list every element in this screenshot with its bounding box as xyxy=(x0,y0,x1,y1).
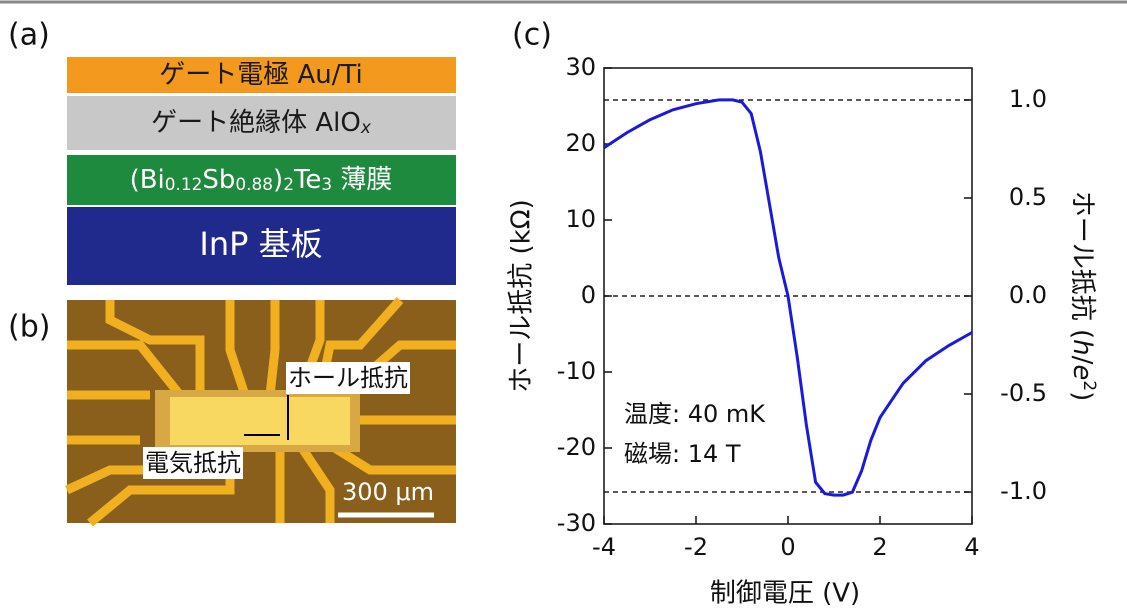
x-tick-label: 4 xyxy=(964,533,979,561)
label-part: InP 基板 xyxy=(199,225,322,263)
label-part: x xyxy=(360,117,372,137)
y-axis-label: ホール抵抗 (kΩ) xyxy=(507,199,537,392)
y2-axis-label: ホール抵抗 (h/e2) xyxy=(1068,191,1100,402)
figure: (a) (b) (c) ホール抵抗 電気抵抗 300 μm 制御電圧 (V) ホ… xyxy=(0,0,1127,613)
layer-label: ゲート電極 Au/Ti xyxy=(159,60,363,90)
x-tick-label: -2 xyxy=(684,533,708,561)
label-part: ゲート絶縁体 AlO xyxy=(151,108,361,138)
label-part: 0.12 xyxy=(165,174,203,194)
y-tick-label: 0 xyxy=(581,281,596,309)
y2-tick-label: 1.0 xyxy=(1009,85,1047,113)
label-part: Sb xyxy=(202,165,235,195)
data-line xyxy=(604,100,972,495)
y2-tick-label: -0.5 xyxy=(1000,379,1047,407)
label-part: ) xyxy=(1068,391,1098,401)
resistance-label: 電気抵抗 xyxy=(145,449,241,477)
y2-tick-label: 0.0 xyxy=(1009,281,1047,309)
y-tick-label: -10 xyxy=(557,357,596,385)
panel-label: (c) xyxy=(512,18,552,53)
x-tick-label: 0 xyxy=(780,533,795,561)
x-tick-label: -4 xyxy=(592,533,616,561)
label-part: ゲート電極 Au/Ti xyxy=(159,60,363,90)
label-part: h xyxy=(1068,339,1098,355)
panel-label: (b) xyxy=(8,310,50,345)
label-part: ホール抵抗 ( xyxy=(1068,191,1098,339)
hall-label: ホール抵抗 xyxy=(288,364,408,392)
label-part: 0.88 xyxy=(235,174,273,194)
label-part: 2 xyxy=(1080,380,1100,391)
y-tick-label: 10 xyxy=(565,205,596,233)
scale-label: 300 μm xyxy=(342,478,434,506)
y-tick-label: 20 xyxy=(565,129,596,157)
layer-label: InP 基板 xyxy=(199,225,322,263)
y-tick-label: -30 xyxy=(557,509,596,537)
label-part: Te xyxy=(293,165,321,195)
label-part: / xyxy=(1068,356,1098,365)
panel-label: (a) xyxy=(8,18,50,53)
y-tick-label: 30 xyxy=(565,53,596,81)
annotation: 磁場: 14 T xyxy=(624,440,741,468)
x-axis-label: 制御電圧 (V) xyxy=(710,579,860,609)
layer-label: ゲート絶縁体 AlOx xyxy=(151,108,372,138)
y2-tick-label: -1.0 xyxy=(1000,477,1047,505)
label-part: 3 xyxy=(321,174,332,194)
label-part: ) xyxy=(273,165,283,195)
annotation: 温度: 40 mK xyxy=(624,400,766,428)
y2-tick-label: 0.5 xyxy=(1009,183,1047,211)
x-tick-label: 2 xyxy=(872,533,887,561)
label-part: 薄膜 xyxy=(332,165,392,195)
label-part: 2 xyxy=(283,174,294,194)
label-part: (Bi xyxy=(130,165,165,195)
y-tick-label: -20 xyxy=(557,433,596,461)
label-part: e xyxy=(1068,364,1098,380)
